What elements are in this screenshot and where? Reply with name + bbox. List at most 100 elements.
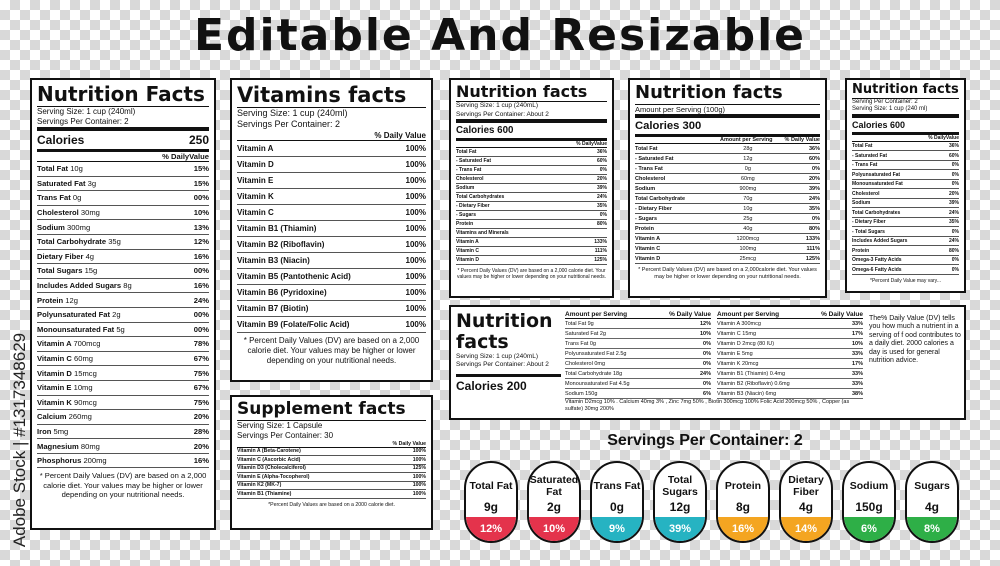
column-header: % DailyValue: [456, 141, 607, 148]
nutrition-panel: Vitamins facts Serving Size: 1 cup (240ml…: [230, 78, 433, 382]
nutrient-badge: Dietary Fiber 4g 14%: [779, 461, 833, 543]
nutrient-name: Vitamin D: [237, 159, 274, 169]
daily-value: 00%: [193, 324, 209, 334]
nutrient-row: Vitamin C 100%: [237, 205, 426, 221]
daily-value: 0%: [703, 360, 711, 367]
nutrient-name: - Trans Fat: [852, 162, 878, 169]
nutrient-name: Vitamins and Minerals: [456, 229, 509, 236]
header-text: % Daily Value: [374, 130, 426, 140]
nutrient-row: Vitamin A (Beta-Carotene) 100%: [237, 448, 426, 457]
badges-title: Servings Per Container: 2: [607, 432, 803, 449]
daily-value: 0%: [951, 257, 959, 264]
header-text: % DailyValue: [576, 140, 607, 147]
nutrient-name: Vitamin K: [237, 191, 274, 201]
daily-value: 80%: [596, 220, 607, 227]
badge-percent: 10%: [529, 517, 579, 541]
nutrient-amount: 10g: [70, 164, 83, 174]
daily-value: 78%: [193, 339, 209, 349]
serving-info: Serving Size: 1 cup (240mL): [456, 352, 539, 360]
nutrient-name: Vitamin K2 (MK-7): [237, 482, 282, 489]
nutrient-row: Polyunsaturated Fat 2g 00%: [37, 308, 209, 323]
daily-value: 80%: [948, 247, 959, 254]
nutrient-row: - Dietary Fiber 10g 35%: [635, 204, 820, 215]
calories-row: Calories 300: [635, 114, 820, 138]
daily-value: 0%: [951, 228, 959, 235]
header-text: Amount per Serving: [719, 137, 773, 144]
nutrient-table: Amount per Serving% Daily Value Vitamin A…: [717, 311, 863, 399]
nutrition-panel: Nutrition facts Serving Size: 1 cup (240m…: [449, 78, 614, 298]
nutrient-name: Total Carbohydrates: [456, 193, 505, 200]
nutrient-name: Magnesium 80mg: [37, 441, 100, 451]
nutrient-amount: 35g: [108, 237, 121, 247]
nutrient-row: Sodium 39%: [456, 184, 607, 193]
panel-title: Nutrition facts: [456, 82, 607, 103]
nutrient-row: Total Carbohydrates 24%: [852, 208, 959, 218]
serving-info: Servings Per Container: About 2: [456, 361, 549, 369]
badge-name: Total Sugars: [662, 474, 698, 498]
watermark: Adobe Stock | #1317348629: [10, 332, 29, 548]
nutrient-name: Total Fat: [456, 148, 477, 155]
footnote: * Percent Daily Values (DV) are based on…: [457, 267, 606, 280]
nutrient-name: Iron 5mg: [37, 426, 69, 436]
nutrient-row: Vitamin C 100mg 111%: [635, 244, 820, 255]
daily-value: 33%: [851, 320, 863, 327]
nutrient-name: Includes Added Sugars 8g: [37, 281, 132, 291]
nutrient-row: Phosphorus 200mg 16%: [37, 454, 209, 469]
daily-value: 60%: [596, 157, 607, 164]
column-header: Amount per Serving % Daily Value: [635, 137, 820, 145]
nutrient-row: - Saturated Fat 60%: [456, 157, 607, 166]
daily-value: 20%: [193, 412, 209, 422]
nutrient-name: Vitamin D: [635, 255, 661, 262]
nutrient-name: Vitamin A: [456, 238, 479, 245]
panel-title: Nutrition facts: [852, 82, 959, 99]
calories-row: Calories 600: [456, 118, 607, 141]
badge-percent: 39%: [655, 517, 705, 541]
nutrient-row: Vitamin D3 (Cholecalciferol) 125%: [237, 465, 426, 474]
nutrient-name: Vitamin C 15mg: [717, 330, 757, 337]
daily-value: 36%: [596, 148, 607, 155]
side-note: The% Daily Value (DV) tells you how much…: [869, 315, 961, 364]
nutrient-name: - Dietary Fiber: [635, 205, 672, 212]
nutrient-name: Vitamin E: [237, 175, 274, 185]
nutrient-amount: 10g: [743, 205, 753, 212]
nutrient-row: Total Carbohydrate 70g 24%: [635, 194, 820, 205]
daily-value: 75%: [193, 397, 209, 407]
nutrient-row: Protein 80%: [456, 220, 607, 229]
daily-value: 33%: [851, 370, 863, 377]
nutrient-row: Trans Fat 0g 0%: [565, 339, 711, 349]
daily-value: 125%: [805, 255, 820, 262]
daily-value: 0%: [951, 181, 959, 188]
nutrient-name: Vitamin C 60mg: [37, 354, 94, 364]
nutrient-row: Magnesium 80mg 20%: [37, 439, 209, 454]
daily-value: 100%: [405, 143, 426, 153]
calories-text: 250: [188, 133, 209, 147]
nutrient-amount: 12g: [743, 155, 753, 162]
serving-info: Amount per Serving (100g): [635, 104, 726, 114]
daily-value: 100%: [405, 255, 426, 265]
daily-value: 24%: [808, 195, 820, 202]
badge-percent: 14%: [781, 517, 831, 541]
nutrient-row: Total Fat 36%: [456, 148, 607, 157]
column-header: Amount per Serving % Daily Value: [717, 311, 863, 319]
nutrient-row: Total Carbohydrates 24%: [456, 193, 607, 202]
panel-title: Nutrition Facts: [37, 83, 209, 107]
nutrient-name: Vitamin B1 (Thiamin): [237, 223, 317, 233]
nutrient-row: Vitamin B1 (Thiamin) 0.4mg 33%: [717, 369, 863, 379]
nutrient-name: Vitamin B7 (Biotin): [237, 303, 309, 313]
nutrient-row: Trans Fat 0g 00%: [37, 191, 209, 206]
nutrient-row: Protein 80%: [852, 246, 959, 256]
nutrient-row: - Total Sugars 0%: [852, 227, 959, 237]
nutrient-amount: 70g: [743, 195, 753, 202]
calories-text: Calories: [37, 133, 85, 147]
footnote: * Percent Daily Values (DV) are based on…: [243, 335, 420, 365]
nutrient-row: Vitamin K2 (MK-7) 100%: [237, 482, 426, 491]
nutrient-row: Cholesterol 0mg 0%: [565, 359, 711, 369]
header-text: Amount per Serving: [717, 311, 780, 318]
nutrient-row: Includes Added Sugars 8g 16%: [37, 279, 209, 294]
serving-info: Serving Size: 1 cup (240ml): [37, 107, 136, 116]
panel-title: Vitamins facts: [237, 83, 426, 109]
badge-name: Protein: [724, 480, 762, 493]
daily-value: 100%: [405, 271, 426, 281]
nutrient-name: Sodium 300mg: [37, 222, 91, 232]
nutrient-row: Monounsaturated Fat 4.5g 0%: [565, 379, 711, 389]
